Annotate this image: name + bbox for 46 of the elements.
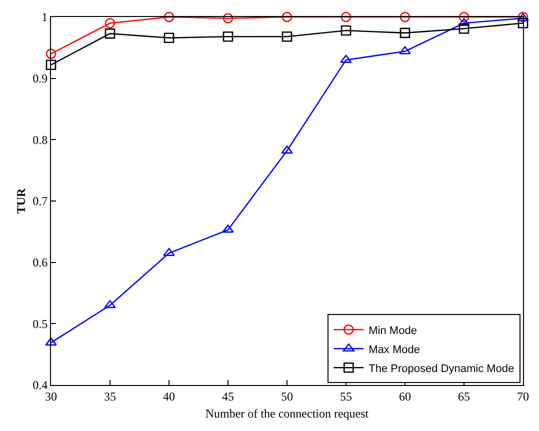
point xyxy=(104,28,116,39)
y-tick-label: 0.6 xyxy=(32,256,48,270)
point xyxy=(458,24,470,34)
x-tick-label: 60 xyxy=(399,389,411,404)
point xyxy=(164,12,174,22)
point xyxy=(104,18,116,28)
x-tick-label: 40 xyxy=(163,389,175,404)
y-tick-label: 0.8 xyxy=(32,132,48,147)
point xyxy=(222,31,234,42)
point xyxy=(163,248,175,256)
x-tick-label: 35 xyxy=(104,389,116,404)
point xyxy=(340,12,352,22)
point xyxy=(340,25,352,36)
legend-label: Min Mode xyxy=(368,324,417,337)
point xyxy=(340,54,352,63)
y-tick-label: 0.7 xyxy=(32,194,48,208)
point xyxy=(222,224,234,233)
point xyxy=(282,31,292,42)
point xyxy=(164,32,174,43)
point xyxy=(104,300,116,308)
point xyxy=(45,338,57,346)
point xyxy=(399,46,411,54)
y-tick-label: 0.4 xyxy=(32,378,48,392)
point xyxy=(400,28,410,38)
point xyxy=(282,12,292,22)
legend-label: The Proposed Dynamic Mode xyxy=(368,362,514,375)
x-tick-label: 45 xyxy=(222,389,234,404)
point xyxy=(281,146,293,154)
legend-label: Max Mode xyxy=(368,344,420,356)
y-tick-label: 1 xyxy=(42,10,48,24)
point xyxy=(46,60,56,70)
x-tick-label: 50 xyxy=(281,389,293,404)
point xyxy=(222,13,234,24)
x-axis-title: Number of the connection request xyxy=(205,406,370,420)
y-tick-label: 0.9 xyxy=(32,72,48,86)
x-tick-label: 55 xyxy=(340,389,352,404)
point xyxy=(46,48,56,59)
point xyxy=(400,12,410,22)
y-tick-label: 0.5 xyxy=(32,316,48,331)
point xyxy=(458,18,470,26)
y-axis-title: TUR xyxy=(14,188,28,214)
x-tick-label: 30 xyxy=(45,389,57,404)
x-tick-label: 65 xyxy=(458,389,470,404)
point xyxy=(518,18,528,28)
x-tick-label: 70 xyxy=(517,389,529,404)
point xyxy=(458,12,470,22)
